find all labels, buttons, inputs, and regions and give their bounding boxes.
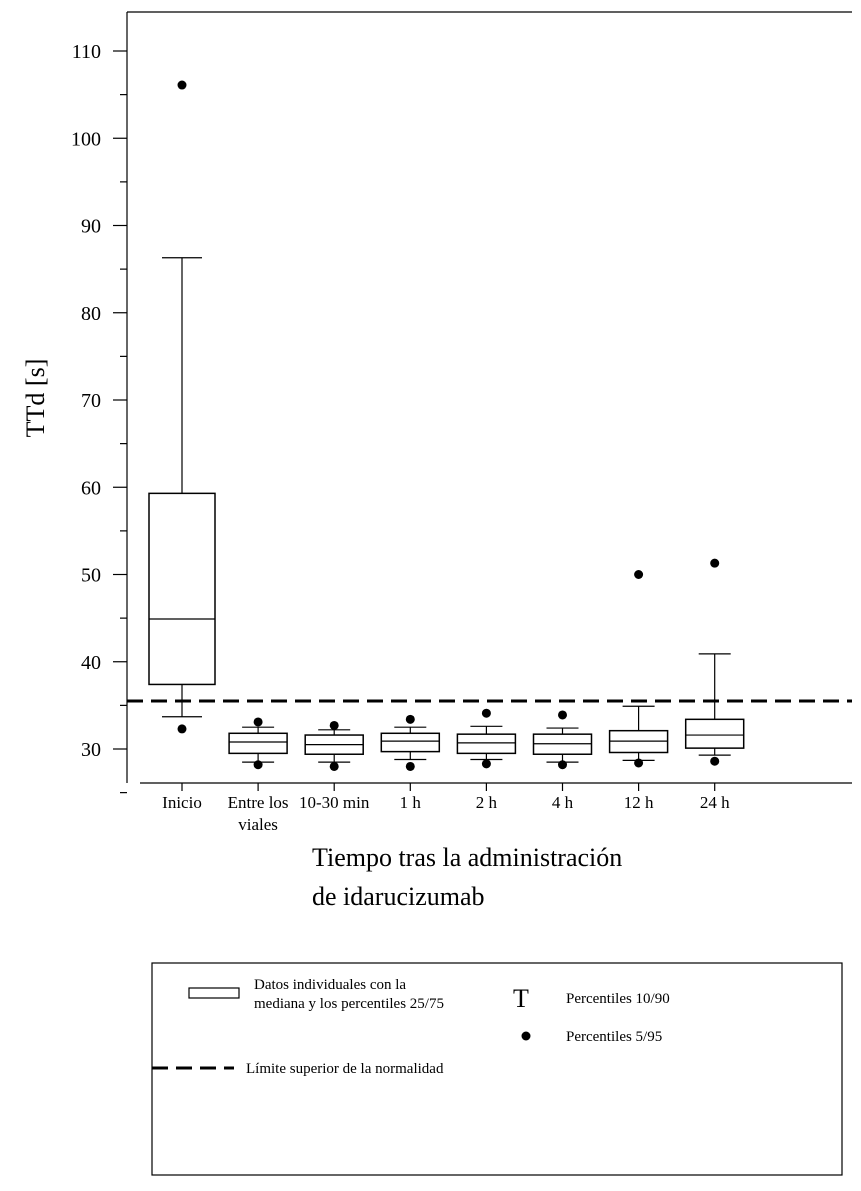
- x-category-label: 12 h: [624, 793, 654, 812]
- box-group: [608, 570, 669, 768]
- p5-point: [329, 761, 339, 771]
- p5-point: [253, 760, 263, 770]
- y-tick-label: 110: [72, 41, 101, 63]
- x-axis-title: Tiempo tras la administración de idaruci…: [312, 843, 629, 911]
- p95-point: [177, 80, 187, 90]
- x-axis-categories: Inicio Entre los viales 10-30 min 1 h 2 h 4 h 1…: [162, 783, 730, 834]
- x-category-label-line: 24 h: [700, 793, 730, 812]
- legend-box-label-line-1: Datos individuales con la: [254, 977, 406, 993]
- y-axis: 30 40 50 60 70 80 90 100 110: [71, 41, 127, 794]
- legend-box-swatch: [188, 987, 240, 999]
- y-tick-label: 40: [81, 652, 101, 674]
- box-group: [684, 558, 745, 766]
- p95-point: [253, 717, 263, 727]
- iqr-box: [148, 492, 216, 686]
- box-group: [532, 710, 593, 770]
- y-tick-label: 80: [81, 303, 101, 325]
- legend-whisker-label: Percentiles 10/90: [566, 991, 670, 1007]
- p5-point: [481, 759, 491, 769]
- y-tick-label: 70: [81, 390, 101, 412]
- iqr-box: [228, 732, 288, 755]
- x-category-label: 10-30 min: [299, 793, 370, 812]
- y-tick-label: 60: [81, 477, 101, 499]
- x-category-label: 2 h: [476, 793, 498, 812]
- p5-point: [558, 760, 567, 770]
- box-group: [380, 714, 441, 771]
- p5-point: [405, 761, 415, 771]
- box-group: [304, 720, 364, 771]
- p95-point: [558, 710, 567, 720]
- p5-point: [634, 758, 644, 768]
- y-axis-title: TTd [s]: [21, 359, 50, 438]
- iqr-box: [684, 718, 745, 749]
- iqr-box: [456, 733, 517, 755]
- x-category-label-line: viales: [238, 815, 278, 834]
- iqr-box: [380, 732, 441, 753]
- x-category-label-line: 1 h: [400, 793, 422, 812]
- x-axis-title-line-1: Tiempo tras la administración: [312, 843, 622, 872]
- y-tick-label: 90: [81, 216, 101, 238]
- x-category-label: 1 h: [400, 793, 422, 812]
- x-category-label-line: 10-30 min: [299, 793, 370, 812]
- legend-dot-symbol: [521, 1031, 531, 1041]
- x-category-label-line: 2 h: [476, 793, 498, 812]
- y-tick-label: 50: [81, 565, 101, 587]
- legend: Datos individuales con la mediana y los …: [151, 962, 843, 1176]
- y-tick-label: 30: [81, 739, 101, 761]
- p95-point: [329, 720, 339, 730]
- legend-whisker-symbol: T: [513, 984, 529, 1013]
- legend-dot-label: Percentiles 5/95: [566, 1029, 662, 1045]
- box-group: [148, 80, 216, 734]
- box-group: [456, 708, 517, 769]
- x-category-label-line: Entre los: [228, 793, 289, 812]
- legend-box-label: Datos individuales con la mediana y los …: [254, 977, 444, 1012]
- x-category-label: 4 h: [552, 793, 574, 812]
- x-category-label-line: 4 h: [552, 793, 574, 812]
- legend-box-label-line-2: mediana y los percentiles 25/75: [254, 996, 444, 1012]
- x-category-label: Entre los viales: [228, 793, 289, 834]
- p95-point: [481, 708, 491, 718]
- box-series: [148, 80, 745, 771]
- legend-dashed-label: Límite superior de la normalidad: [246, 1061, 444, 1077]
- box-group: [228, 717, 288, 770]
- p95-point: [710, 558, 720, 568]
- p5-point: [177, 724, 187, 734]
- p5-point: [710, 756, 720, 766]
- x-category-label-line: Inicio: [162, 793, 202, 812]
- x-category-label: 24 h: [700, 793, 730, 812]
- y-tick-label: 100: [71, 128, 101, 150]
- x-category-label: Inicio: [162, 793, 202, 812]
- x-category-label-line: 12 h: [624, 793, 654, 812]
- x-axis-title-line-2: de idarucizumab: [312, 882, 485, 911]
- p95-point: [634, 570, 644, 579]
- p95-point: [405, 714, 415, 724]
